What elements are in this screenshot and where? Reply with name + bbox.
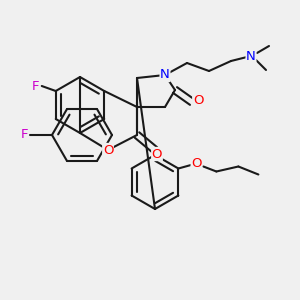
Text: F: F [32, 80, 40, 92]
Text: N: N [160, 68, 170, 82]
Text: O: O [103, 143, 113, 157]
Text: O: O [193, 94, 203, 106]
Text: O: O [191, 157, 202, 170]
Text: N: N [246, 50, 256, 62]
Text: O: O [152, 148, 162, 160]
Text: F: F [20, 128, 28, 142]
